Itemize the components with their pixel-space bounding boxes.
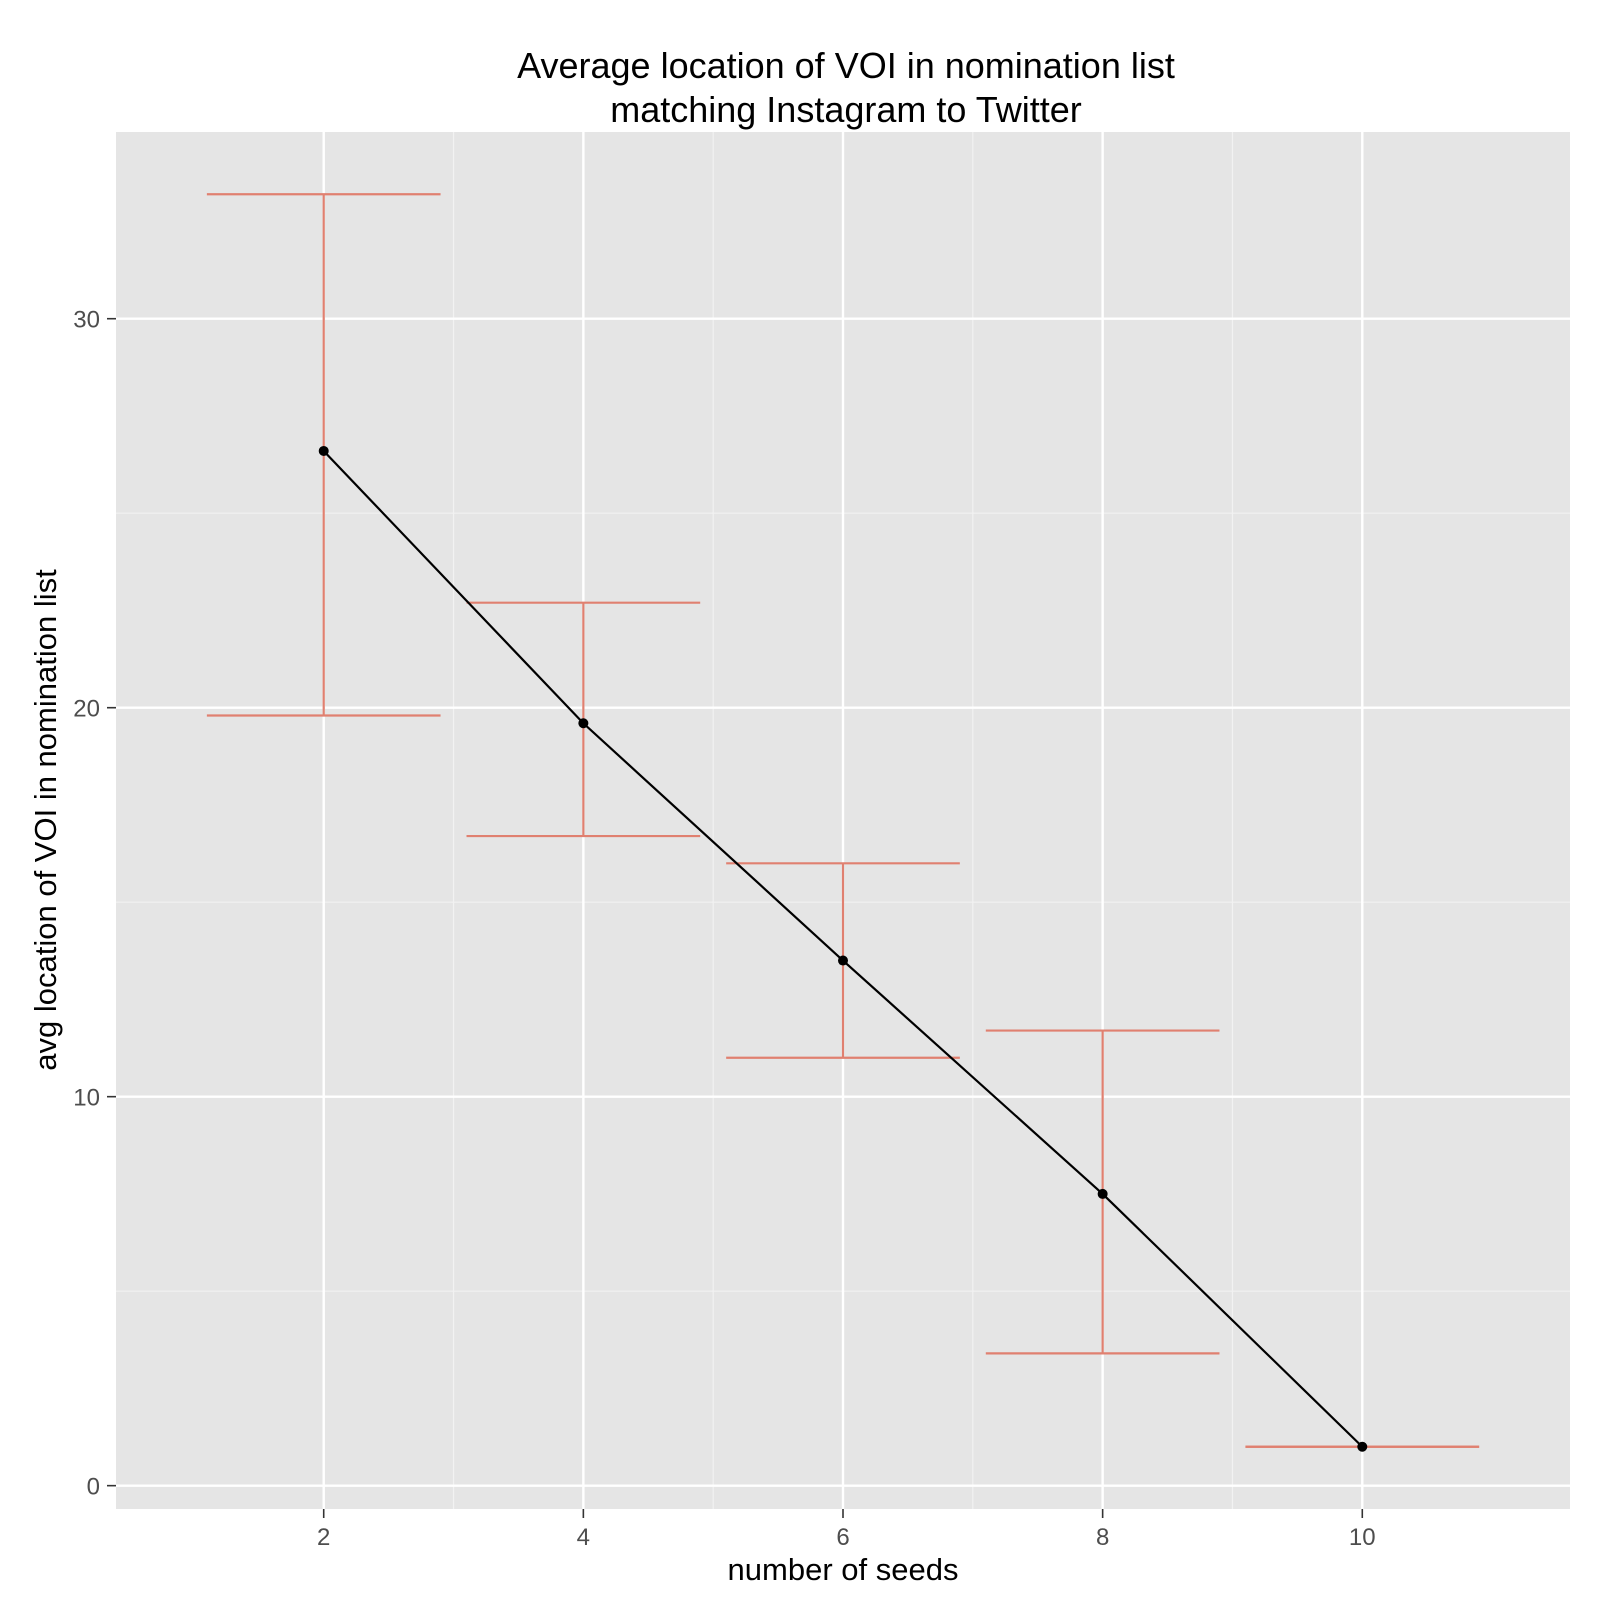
error-bars <box>206 193 1480 1448</box>
y-tick-label-20: 20 <box>73 696 100 723</box>
y-tick-label-10: 10 <box>73 1085 100 1112</box>
y-axis: 0 10 20 30 <box>73 307 116 1501</box>
x-axis-title: number of seeds <box>728 1552 959 1587</box>
x-axis: 2 4 6 8 10 <box>317 1509 1376 1551</box>
data-point-10 <box>1357 1441 1368 1452</box>
y-axis-title: avg location of VOI in nomination list <box>28 569 63 1071</box>
major-gridlines <box>116 132 1570 1509</box>
x-tick-label-8: 8 <box>1096 1524 1109 1551</box>
x-tick-label-2: 2 <box>317 1524 330 1551</box>
data-point-6 <box>838 955 848 966</box>
y-tick-label-30: 30 <box>73 307 100 334</box>
x-tick-label-4: 4 <box>577 1524 590 1551</box>
x-tick-label-10: 10 <box>1349 1524 1376 1551</box>
data-points <box>318 445 1368 1452</box>
x-tick-label-6: 6 <box>836 1524 849 1551</box>
y-tick-label-0: 0 <box>87 1474 100 1501</box>
chart-title-line-2: matching Instagram to Twitter <box>610 89 1082 130</box>
data-point-8 <box>1097 1188 1108 1199</box>
data-point-4 <box>578 718 589 729</box>
chart-title-line-1: Average location of VOI in nomination li… <box>517 45 1175 86</box>
data-point-2 <box>318 445 329 456</box>
